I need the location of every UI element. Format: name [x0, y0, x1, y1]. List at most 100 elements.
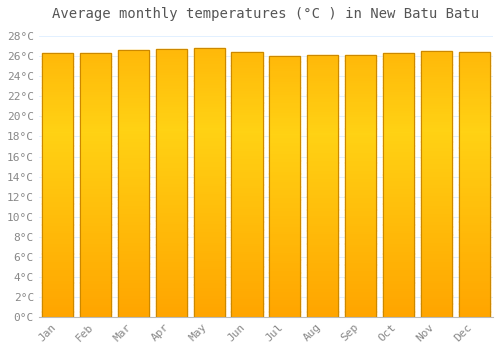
Bar: [345, 89, 376, 92]
Bar: [156, 260, 187, 263]
Bar: [270, 95, 300, 98]
Bar: [118, 261, 149, 264]
Bar: [156, 188, 187, 191]
Bar: [421, 136, 452, 139]
Bar: [80, 296, 111, 298]
Bar: [118, 119, 149, 122]
Bar: [345, 264, 376, 267]
Bar: [421, 282, 452, 285]
Bar: [307, 139, 338, 142]
Bar: [270, 127, 300, 129]
Bar: [421, 86, 452, 89]
Bar: [345, 301, 376, 304]
Bar: [156, 255, 187, 258]
Bar: [458, 293, 490, 296]
Bar: [345, 293, 376, 296]
Bar: [458, 280, 490, 282]
Bar: [80, 185, 111, 188]
Bar: [383, 280, 414, 282]
Bar: [383, 98, 414, 101]
Bar: [345, 139, 376, 142]
Bar: [345, 118, 376, 121]
Bar: [42, 285, 74, 288]
Bar: [345, 244, 376, 246]
Bar: [42, 306, 74, 309]
Bar: [383, 224, 414, 227]
Bar: [232, 285, 262, 288]
Bar: [118, 221, 149, 224]
Bar: [118, 218, 149, 221]
Bar: [458, 100, 490, 103]
Bar: [345, 314, 376, 317]
Bar: [421, 181, 452, 184]
Bar: [307, 175, 338, 178]
Bar: [458, 309, 490, 312]
Bar: [458, 137, 490, 140]
Bar: [42, 303, 74, 306]
Bar: [270, 108, 300, 111]
Bar: [42, 314, 74, 317]
Bar: [345, 288, 376, 290]
Bar: [383, 53, 414, 317]
Bar: [42, 259, 74, 261]
Bar: [421, 208, 452, 211]
Bar: [345, 304, 376, 306]
Bar: [232, 92, 262, 94]
Bar: [458, 57, 490, 60]
Bar: [345, 68, 376, 71]
Bar: [194, 244, 224, 247]
Bar: [383, 148, 414, 151]
Bar: [270, 259, 300, 262]
Bar: [307, 293, 338, 296]
Bar: [80, 261, 111, 264]
Bar: [383, 314, 414, 317]
Bar: [345, 283, 376, 286]
Bar: [156, 293, 187, 295]
Bar: [345, 257, 376, 259]
Bar: [118, 295, 149, 298]
Bar: [345, 94, 376, 97]
Bar: [232, 272, 262, 274]
Bar: [307, 105, 338, 108]
Bar: [458, 121, 490, 124]
Bar: [458, 227, 490, 230]
Bar: [42, 211, 74, 214]
Bar: [421, 264, 452, 266]
Bar: [383, 172, 414, 175]
Bar: [270, 257, 300, 259]
Bar: [80, 256, 111, 259]
Bar: [118, 58, 149, 61]
Bar: [118, 285, 149, 287]
Bar: [270, 278, 300, 280]
Bar: [307, 183, 338, 186]
Bar: [421, 141, 452, 144]
Bar: [270, 312, 300, 314]
Bar: [232, 52, 262, 55]
Bar: [232, 169, 262, 172]
Bar: [194, 198, 224, 201]
Bar: [80, 251, 111, 253]
Bar: [270, 93, 300, 96]
Bar: [307, 170, 338, 173]
Bar: [156, 223, 187, 226]
Bar: [307, 244, 338, 246]
Bar: [118, 106, 149, 109]
Bar: [383, 106, 414, 108]
Bar: [156, 202, 187, 204]
Bar: [80, 140, 111, 143]
Bar: [42, 88, 74, 90]
Bar: [383, 203, 414, 206]
Bar: [307, 165, 338, 168]
Bar: [118, 264, 149, 266]
Bar: [383, 127, 414, 130]
Bar: [80, 164, 111, 167]
Bar: [421, 118, 452, 120]
Bar: [232, 86, 262, 89]
Bar: [80, 82, 111, 85]
Bar: [345, 285, 376, 288]
Bar: [383, 217, 414, 219]
Bar: [80, 132, 111, 135]
Bar: [156, 162, 187, 164]
Bar: [270, 178, 300, 181]
Bar: [307, 264, 338, 267]
